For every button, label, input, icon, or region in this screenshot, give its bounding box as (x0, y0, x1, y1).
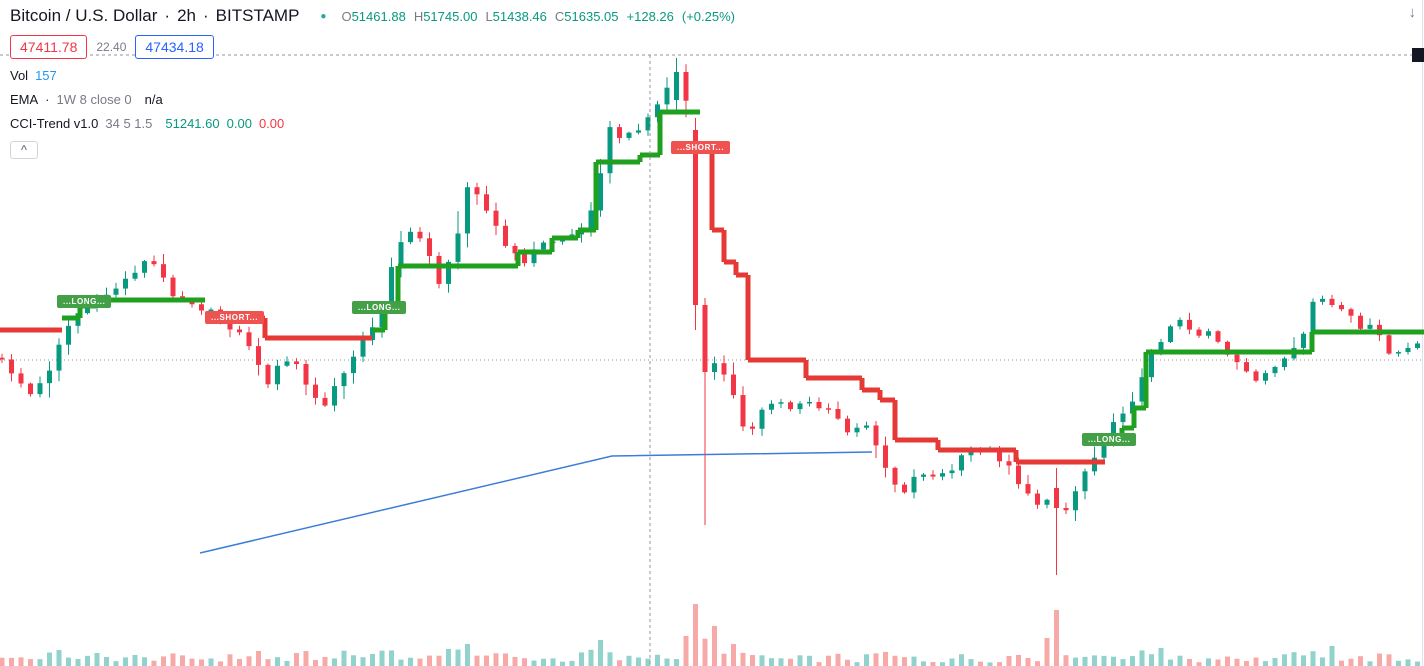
volume-legend-value: 157 (35, 68, 57, 83)
buy-button[interactable]: 47434.18 (135, 35, 214, 59)
signal-badge-short: ...SHORT... (671, 141, 731, 154)
symbol-title[interactable]: Bitcoin / U.S. Dollar (10, 6, 158, 25)
ohlc-low: L 51438.46 (485, 8, 547, 24)
market-status-icon: ● (320, 10, 327, 22)
volume-bars-layer (0, 604, 1420, 666)
ema-value: n/a (144, 92, 163, 107)
cci-params: 34 5 1.5 (105, 116, 153, 131)
candlestick-layer (0, 58, 1420, 575)
change-value: +128.26 (626, 8, 674, 24)
separator: · (45, 92, 50, 107)
buy-sell-row: 47411.78 22.40 47434.18 (10, 35, 735, 59)
ohlc-high: H 51745.00 (413, 8, 478, 24)
cci-legend-row: CCI-Trend v1.0 34 5 1.5 51241.60 0.00 0.… (10, 116, 735, 131)
signal-badge-long: ...LONG... (1082, 433, 1137, 446)
cci-value-2: 0.00 (226, 116, 252, 131)
ohlc-close: C 51635.05 (554, 8, 619, 24)
blue-trendline (199, 451, 873, 554)
chart-legend: Bitcoin / U.S. Dollar · 2h · BITSTAMP ● … (10, 4, 735, 159)
cci-value-1: 51241.60 (165, 116, 220, 131)
cci-value-3: 0.00 (258, 116, 285, 131)
crosshair (0, 48, 1424, 666)
collapse-legend-button[interactable]: ^ (10, 141, 38, 159)
cci-legend-title[interactable]: CCI-Trend v1.0 (10, 116, 99, 131)
volume-legend-row: Vol 157 (10, 68, 735, 83)
ema-params: 1W 8 close 0 (56, 92, 132, 107)
signal-badge-long: ...LONG... (352, 301, 407, 314)
signal-badge-short: ...SHORT... (205, 311, 265, 324)
ema-legend-row: EMA · 1W 8 close 0 n/a (10, 92, 735, 107)
interval-value[interactable]: 2h (177, 6, 196, 25)
ohlc-open: O 51461.88 (341, 8, 406, 24)
exchange-name[interactable]: BITSTAMP (215, 6, 300, 25)
crosshair-price-marker (1412, 48, 1424, 62)
separator: · (164, 6, 171, 25)
separator: · (202, 6, 209, 25)
cci-trend-line (0, 109, 1424, 465)
volume-legend-title[interactable]: Vol (10, 68, 29, 83)
ema-legend-title[interactable]: EMA (10, 92, 39, 107)
download-arrow-icon[interactable]: ↓ (1408, 4, 1417, 21)
symbol-row: Bitcoin / U.S. Dollar · 2h · BITSTAMP ● … (10, 4, 735, 28)
sell-button[interactable]: 47411.78 (10, 35, 88, 59)
ohlc-values: O 51461.88 H 51745.00 L 51438.46 C 51635.05 … (341, 9, 735, 24)
spread-value: 22.40 (96, 40, 127, 54)
signal-badge-long: ...LONG... (57, 295, 112, 308)
change-percent: (+0.25%) (681, 8, 736, 24)
